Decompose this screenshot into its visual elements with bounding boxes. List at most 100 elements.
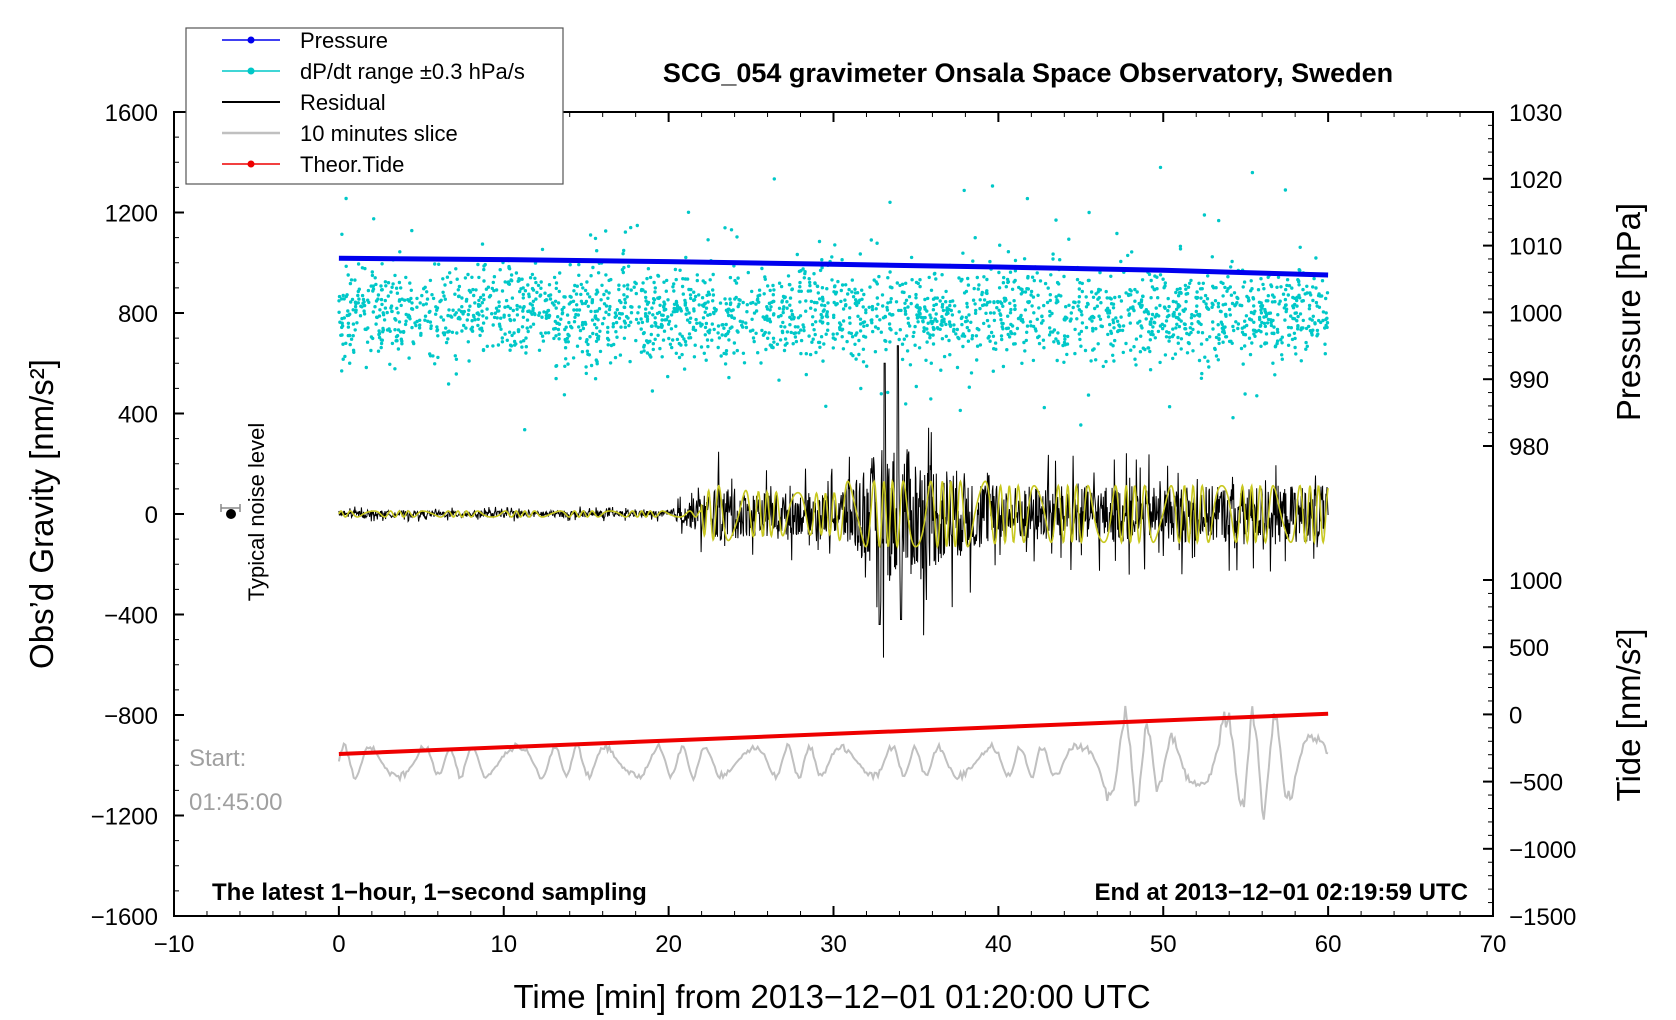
dpdt-point [874, 307, 878, 311]
dpdt-point [497, 304, 501, 308]
dpdt-point [683, 298, 687, 303]
dpdt-point [1276, 313, 1280, 317]
dpdt-point [376, 297, 380, 301]
dpdt-point [651, 347, 655, 352]
dpdt-point [419, 333, 423, 337]
dpdt-point [600, 322, 605, 326]
dpdt-point [1134, 337, 1139, 341]
dpdt-point [607, 307, 612, 312]
dpdt-point [1210, 255, 1215, 259]
dpdt-point [957, 276, 961, 280]
dpdt-point [1220, 322, 1224, 326]
dpdt-point [344, 264, 348, 268]
dpdt-point [593, 377, 598, 381]
dpdt-point [1042, 303, 1046, 308]
dpdt-point [556, 315, 560, 319]
dpdt-point [826, 328, 830, 332]
dpdt-point [976, 287, 980, 291]
dpdt-point [1259, 311, 1264, 315]
dpdt-point [651, 342, 655, 346]
dpdt-point [1176, 335, 1180, 340]
dpdt-point [517, 277, 521, 281]
dpdt-point [349, 300, 353, 304]
dpdt-point [839, 323, 843, 327]
dpdt-point [622, 305, 626, 309]
legend-label-residual: Residual [300, 90, 386, 115]
dpdt-point [589, 309, 593, 314]
dpdt-point [1115, 231, 1119, 236]
dpdt-point [824, 404, 828, 408]
dpdt-point [975, 326, 979, 331]
dpdt-point [785, 341, 789, 345]
dpdt-point [831, 332, 835, 336]
dpdt-point [1286, 325, 1291, 330]
dpdt-point [1280, 357, 1285, 361]
dpdt-point [752, 311, 757, 315]
dpdt-point [804, 372, 808, 377]
dpdt-point [1139, 334, 1143, 338]
dpdt-point [537, 348, 542, 352]
dpdt-point [1199, 342, 1204, 346]
dpdt-point [1187, 332, 1191, 337]
dpdt-point [847, 287, 851, 292]
dpdt-point [618, 353, 623, 357]
dpdt-point [394, 286, 399, 290]
dpdt-point [1280, 341, 1284, 345]
dpdt-point [804, 352, 808, 356]
dpdt-point [924, 358, 928, 362]
dpdt-point [903, 312, 908, 316]
dpdt-point [642, 345, 646, 349]
dpdt-point [967, 328, 971, 333]
dpdt-point [482, 264, 486, 268]
dpdt-point [346, 273, 350, 277]
dpdt-point [453, 292, 457, 296]
dpdt-point [348, 281, 353, 286]
dpdt-point [1216, 305, 1221, 309]
dpdt-point [1252, 332, 1256, 336]
dpdt-point [408, 281, 412, 285]
dpdt-point [1096, 290, 1100, 294]
dpdt-point [1305, 291, 1309, 295]
dpdt-point [850, 335, 855, 339]
dpdt-point [529, 325, 533, 329]
dpdt-point [912, 330, 916, 335]
dpdt-point [611, 322, 616, 326]
dpdt-point [897, 337, 901, 342]
dpdt-point [1163, 281, 1168, 285]
dpdt-point [862, 292, 866, 297]
dpdt-point [1012, 342, 1016, 346]
dpdt-point [365, 340, 370, 344]
dpdt-point [1296, 325, 1300, 329]
dpdt-point [606, 330, 610, 334]
dpdt-point [720, 323, 724, 327]
dpdt-point [926, 321, 930, 325]
dpdt-point [1031, 324, 1036, 329]
dpdt-point [1065, 352, 1069, 357]
dpdt-point [1099, 324, 1103, 328]
dpdt-point [1287, 333, 1291, 337]
dpdt-point [989, 330, 994, 335]
dpdt-point [909, 301, 913, 306]
dpdt-point [987, 324, 991, 328]
dpdt-point [637, 305, 641, 309]
dpdt-point [361, 301, 365, 305]
dpdt-point [928, 313, 932, 317]
residual-filtered-line [338, 478, 1329, 550]
dpdt-point [407, 356, 411, 360]
dpdt-point [674, 324, 678, 328]
dpdt-point [992, 347, 996, 351]
dpdt-point [395, 291, 400, 295]
dpdt-point [1232, 328, 1236, 333]
dpdt-point [1262, 287, 1266, 291]
dpdt-point [540, 334, 545, 338]
dpdt-point [1163, 353, 1168, 357]
dpdt-point [1231, 416, 1235, 420]
tide-tick-label: 0 [1509, 702, 1522, 729]
dpdt-point [1010, 287, 1015, 291]
dpdt-point [399, 303, 403, 308]
dpdt-point [1050, 311, 1054, 316]
dpdt-point [692, 309, 696, 313]
dpdt-point [1264, 310, 1268, 315]
dpdt-point [1052, 340, 1056, 344]
dpdt-point [1151, 325, 1155, 329]
